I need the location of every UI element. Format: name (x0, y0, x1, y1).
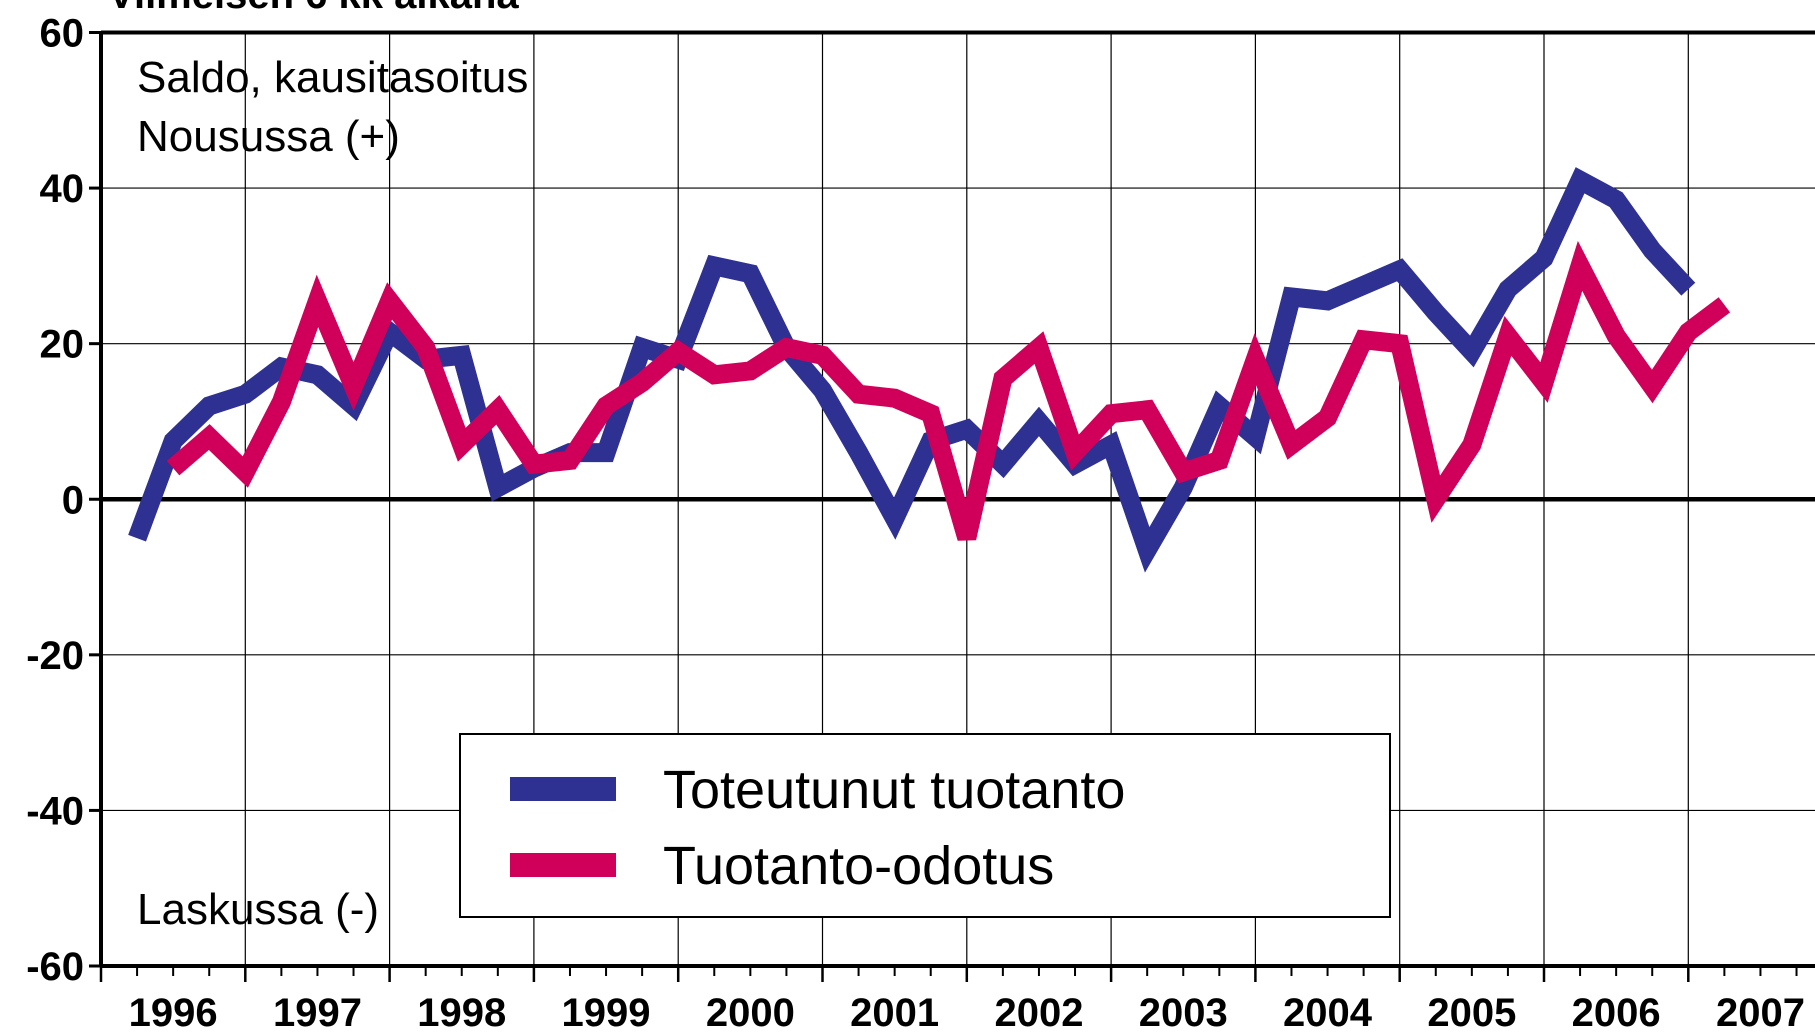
x-tick-label: 2007 (1716, 991, 1805, 1034)
x-tick-label: 2004 (1283, 991, 1373, 1034)
annotation: Nousussa (+) (137, 112, 400, 161)
x-tick-label: 1999 (562, 991, 651, 1034)
legend-box (459, 733, 1391, 918)
series-line (166, 240, 1731, 541)
x-tick-label: 2000 (706, 991, 795, 1034)
x-tick-label: 2002 (994, 991, 1083, 1034)
x-tick-label: 1996 (129, 991, 218, 1034)
x-tick-label: 1998 (417, 991, 506, 1034)
legend-label: Tuotanto-odotus (663, 836, 1054, 896)
legend-label: Toteutunut tuotanto (663, 760, 1125, 820)
x-tick-label: 2001 (850, 991, 939, 1034)
chart-title: Viimeisen 6 kk aikana (108, 0, 519, 17)
series-line (128, 167, 1696, 573)
y-tick-label: 60 (40, 12, 85, 56)
annotation: Laskussa (-) (137, 885, 379, 934)
y-tick-label: 20 (40, 323, 85, 367)
y-tick-label: 0 (62, 478, 84, 522)
y-tick-label: 40 (40, 167, 85, 211)
annotation: Saldo, kausitasoitus (137, 53, 528, 102)
y-tick-label: -60 (26, 945, 84, 989)
legend: Toteutunut tuotanto Tuotanto-odotus (459, 733, 1391, 918)
y-tick-label: -40 (26, 789, 84, 833)
x-tick-label: 2005 (1427, 991, 1516, 1034)
x-tick-label: 2003 (1139, 991, 1228, 1034)
x-tick-label: 1997 (273, 991, 362, 1034)
y-tick-label: -20 (26, 634, 84, 678)
x-tick-label: 2006 (1572, 991, 1661, 1034)
